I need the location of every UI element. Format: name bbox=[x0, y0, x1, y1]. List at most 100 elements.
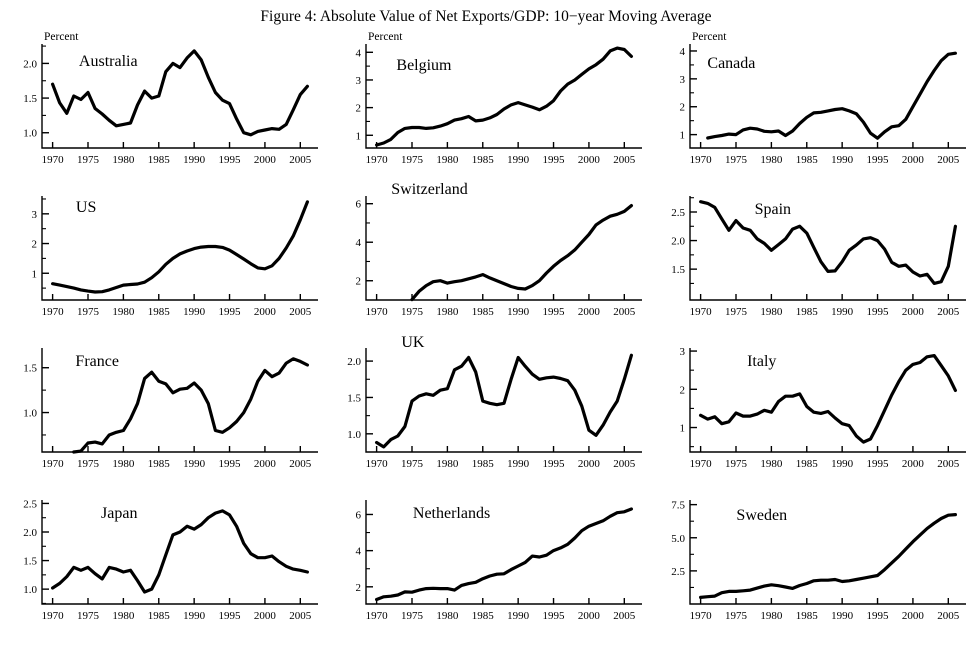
y-tick-label: 2.0 bbox=[347, 356, 361, 368]
y-tick-label: 3 bbox=[32, 209, 38, 221]
axes bbox=[689, 196, 966, 301]
x-tick-label: 1990 bbox=[183, 154, 206, 166]
y-tick-label: 2 bbox=[356, 103, 362, 115]
axis-unit-label: Percent bbox=[368, 31, 403, 43]
x-tick-label: 1985 bbox=[148, 610, 171, 622]
x-tick-label: 2005 bbox=[613, 458, 636, 470]
x-tick-label: 1985 bbox=[148, 306, 171, 318]
x-tick-label: 1975 bbox=[401, 306, 424, 318]
x-tick-label: 1970 bbox=[42, 610, 65, 622]
y-tick-label: 2.0 bbox=[23, 58, 37, 70]
y-tick-label: 1 bbox=[356, 130, 362, 142]
x-tick-label: 2000 bbox=[254, 306, 277, 318]
x-tick-label: 1995 bbox=[543, 154, 566, 166]
x-tick-label: 2000 bbox=[578, 306, 601, 318]
x-tick-label: 1995 bbox=[867, 610, 890, 622]
x-tick-label: 1990 bbox=[831, 458, 854, 470]
x-tick-label: 1995 bbox=[219, 154, 242, 166]
charts-grid: 1.0 1.5 2.0 1970 1975 1980 1985 1990 1995 2000 200… bbox=[0, 30, 972, 638]
x-tick-label: 1990 bbox=[183, 458, 206, 470]
y-tick-label: 2.5 bbox=[671, 207, 685, 219]
x-tick-label: 1980 bbox=[760, 458, 783, 470]
x-tick-label: 1990 bbox=[831, 154, 854, 166]
x-tick-label: 1970 bbox=[42, 306, 65, 318]
chart-panel-australia: 1.0 1.5 2.0 1970 1975 1980 1985 1990 1995 2000 200… bbox=[0, 30, 324, 182]
series-line bbox=[699, 513, 957, 599]
series-line bbox=[699, 354, 957, 444]
y-tick-label: 6 bbox=[356, 199, 362, 211]
chart-svg-us: 1 2 3 1970 1975 1980 1985 1990 1995 2000 2005 US bbox=[32, 196, 318, 318]
y-tick-label: 1.0 bbox=[347, 429, 361, 441]
y-tick-label: 3 bbox=[356, 75, 362, 87]
x-tick-label: 2005 bbox=[937, 458, 960, 470]
series-line bbox=[51, 509, 309, 594]
panel-title: Switzerland bbox=[391, 182, 467, 198]
x-tick-label: 1980 bbox=[112, 154, 135, 166]
y-tick-label: 2 bbox=[680, 102, 686, 114]
axes bbox=[41, 348, 318, 453]
x-tick-label: 2000 bbox=[902, 610, 925, 622]
y-tick-label: 1.5 bbox=[347, 392, 361, 404]
panel-title: UK bbox=[401, 334, 425, 351]
series-line bbox=[699, 200, 957, 285]
x-tick-label: 1985 bbox=[472, 154, 495, 166]
x-tick-label: 1980 bbox=[760, 610, 783, 622]
y-tick-label: 1.5 bbox=[23, 556, 37, 568]
x-tick-label: 1985 bbox=[796, 154, 819, 166]
axes bbox=[689, 348, 966, 453]
x-tick-label: 1970 bbox=[42, 458, 65, 470]
x-tick-label: 2005 bbox=[613, 306, 636, 318]
x-tick-label: 1970 bbox=[42, 154, 65, 166]
chart-panel-canada: 1 2 3 4 1970 1975 1980 1985 1990 1995 2000 2005 Perc… bbox=[648, 30, 972, 182]
series-line bbox=[51, 49, 309, 137]
series-line bbox=[375, 507, 633, 602]
panel-title: US bbox=[76, 199, 96, 216]
x-tick-label: 2000 bbox=[902, 458, 925, 470]
axes bbox=[41, 500, 318, 605]
y-tick-label: 4 bbox=[356, 546, 362, 558]
x-tick-label: 2000 bbox=[578, 610, 601, 622]
x-tick-label: 1970 bbox=[690, 154, 713, 166]
chart-panel-belgium: 1 2 3 4 1970 1975 1980 1985 1990 1995 2000 2005 Perc… bbox=[324, 30, 648, 182]
chart-svg-netherlands: 2 4 6 1970 1975 1980 1985 1990 1995 2000 2005 Nethe… bbox=[356, 500, 642, 622]
x-tick-label: 1980 bbox=[436, 458, 459, 470]
x-tick-label: 1970 bbox=[690, 306, 713, 318]
x-tick-label: 1995 bbox=[867, 154, 890, 166]
x-tick-label: 2000 bbox=[578, 154, 601, 166]
y-tick-label: 5.0 bbox=[671, 533, 685, 545]
x-tick-label: 1975 bbox=[77, 610, 100, 622]
chart-svg-sweden: 2.5 5.0 7.5 1970 1975 1980 1985 1990 1995 2000 200… bbox=[671, 500, 966, 622]
x-tick-label: 1970 bbox=[366, 306, 389, 318]
x-tick-label: 1980 bbox=[436, 610, 459, 622]
x-tick-label: 2005 bbox=[937, 154, 960, 166]
x-tick-label: 1985 bbox=[472, 306, 495, 318]
x-tick-label: 1980 bbox=[112, 458, 135, 470]
x-tick-label: 1985 bbox=[472, 458, 495, 470]
x-tick-label: 2005 bbox=[613, 154, 636, 166]
x-tick-label: 1975 bbox=[725, 610, 748, 622]
axis-unit-label: Percent bbox=[44, 31, 79, 43]
series-line bbox=[51, 200, 309, 294]
y-tick-label: 4 bbox=[680, 46, 686, 58]
y-tick-label: 1 bbox=[32, 268, 38, 280]
x-tick-label: 1970 bbox=[690, 458, 713, 470]
x-tick-label: 2000 bbox=[902, 306, 925, 318]
x-tick-label: 1995 bbox=[543, 610, 566, 622]
x-tick-label: 1975 bbox=[725, 458, 748, 470]
chart-panel-france: 1.0 1.5 1970 1975 1980 1985 1990 1995 2000 2005 Fr… bbox=[0, 334, 324, 486]
axes bbox=[365, 196, 642, 301]
y-tick-label: 2 bbox=[356, 582, 362, 594]
chart-svg-japan: 1.0 1.5 2.0 2.5 1970 1975 1980 1985 1990 1995 2000… bbox=[23, 498, 318, 622]
x-tick-label: 1980 bbox=[436, 154, 459, 166]
x-tick-label: 1975 bbox=[401, 458, 424, 470]
panel-title: Italy bbox=[747, 353, 776, 370]
x-tick-label: 1985 bbox=[796, 458, 819, 470]
chart-panel-spain: 1.5 2.0 2.5 1970 1975 1980 1985 1990 1995 2000 200… bbox=[648, 182, 972, 334]
series-line bbox=[706, 51, 957, 140]
y-tick-label: 4 bbox=[356, 47, 362, 59]
y-tick-label: 1.0 bbox=[23, 408, 37, 420]
x-tick-label: 1985 bbox=[796, 610, 819, 622]
y-tick-label: 2 bbox=[356, 276, 362, 288]
y-tick-label: 1 bbox=[680, 423, 686, 435]
x-tick-label: 1975 bbox=[401, 610, 424, 622]
